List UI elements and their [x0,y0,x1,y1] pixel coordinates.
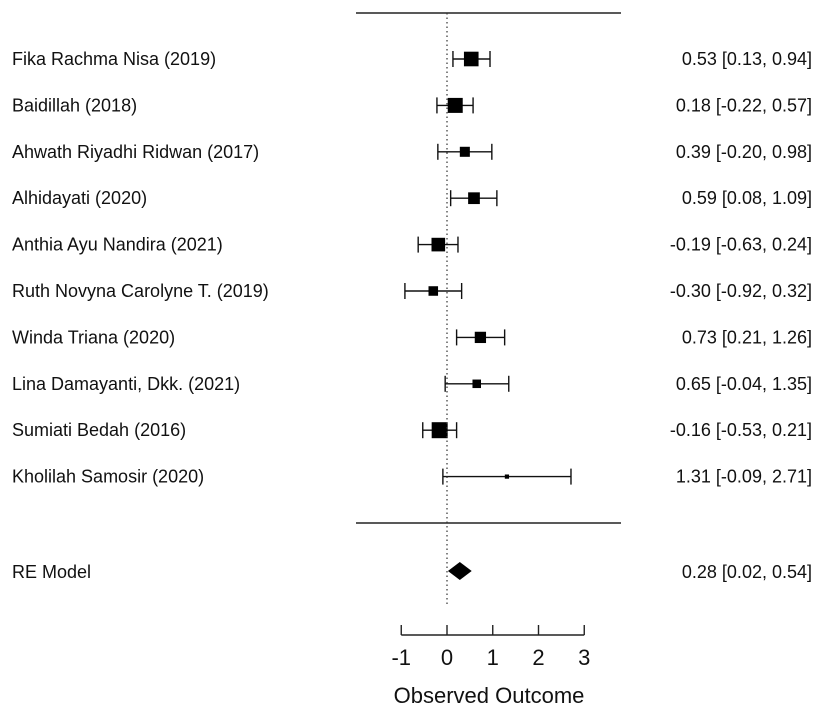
study-ci-text: 0.73 [0.21, 1.26] [682,327,812,347]
study-ci-text: 0.53 [0.13, 0.94] [682,49,812,69]
study-label: Lina Damayanti, Dkk. (2021) [12,374,240,394]
x-tick-label: 3 [578,645,590,670]
study-row: Fika Rachma Nisa (2019) 0.53 [0.13, 0.94] [12,49,812,69]
x-tick-label: 2 [532,645,544,670]
study-ci-text: -0.16 [-0.53, 0.21] [670,420,812,440]
point-estimate-box [459,146,470,157]
study-row: Alhidayati (2020) 0.59 [0.08, 1.09] [12,188,812,208]
study-label: Winda Triana (2020) [12,327,175,347]
study-ci-text: 1.31 [-0.09, 2.71] [676,467,812,487]
study-row: Baidillah (2018) 0.18 [-0.22, 0.57] [12,95,812,115]
study-row: Winda Triana (2020) 0.73 [0.21, 1.26] [12,327,812,347]
x-tick-label: 1 [487,645,499,670]
summary-diamond [447,562,472,580]
study-ci-text: 0.59 [0.08, 1.09] [682,188,812,208]
study-row: Lina Damayanti, Dkk. (2021) 0.65 [-0.04, … [12,374,812,394]
summary-label: RE Model [12,562,91,582]
study-label: Kholilah Samosir (2020) [12,467,204,487]
summary-row: RE Model 0.28 [0.02, 0.54] [12,562,812,582]
point-estimate-box [428,286,439,296]
study-rows: Fika Rachma Nisa (2019) 0.53 [0.13, 0.94]… [12,49,812,487]
x-tick-label: 0 [441,645,453,670]
study-ci-text: 0.18 [-0.22, 0.57] [676,95,812,115]
summary-ci-text: 0.28 [0.02, 0.54] [682,562,812,582]
x-tick-label: -1 [391,645,411,670]
study-label: Anthia Ayu Nandira (2021) [12,235,223,255]
study-label: Ahwath Riyadhi Ridwan (2017) [12,142,259,162]
study-ci-text: 0.65 [-0.04, 1.35] [676,374,812,394]
x-axis-title: Observed Outcome [394,683,585,708]
point-estimate-box [447,97,463,113]
study-label: Baidillah (2018) [12,95,137,115]
study-ci-text: -0.19 [-0.63, 0.24] [670,235,812,255]
study-label: Sumiati Bedah (2016) [12,420,186,440]
point-estimate-box [431,422,448,439]
study-label: Alhidayati (2020) [12,188,147,208]
study-row: Ahwath Riyadhi Ridwan (2017) 0.39 [-0.20,… [12,142,812,162]
point-estimate-box [472,379,481,389]
point-estimate-box [463,51,479,67]
study-ci-text: 0.39 [-0.20, 0.98] [676,142,812,162]
point-estimate-box [468,192,480,205]
study-row: Anthia Ayu Nandira (2021) -0.19 [-0.63, 0… [12,235,812,255]
point-estimate-box [474,331,487,344]
study-row: Ruth Novyna Carolyne T. (2019) -0.30 [-0.… [12,281,812,301]
study-ci-text: -0.30 [-0.92, 0.32] [670,281,812,301]
point-estimate-box [504,474,510,479]
study-row: Kholilah Samosir (2020) 1.31 [-0.09, 2.71… [12,467,812,487]
study-label: Ruth Novyna Carolyne T. (2019) [12,281,269,301]
x-axis: -1 0 1 2 3 [391,625,590,670]
point-estimate-box [431,237,446,252]
study-row: Sumiati Bedah (2016) -0.16 [-0.53, 0.21] [12,420,812,440]
study-label: Fika Rachma Nisa (2019) [12,49,216,69]
